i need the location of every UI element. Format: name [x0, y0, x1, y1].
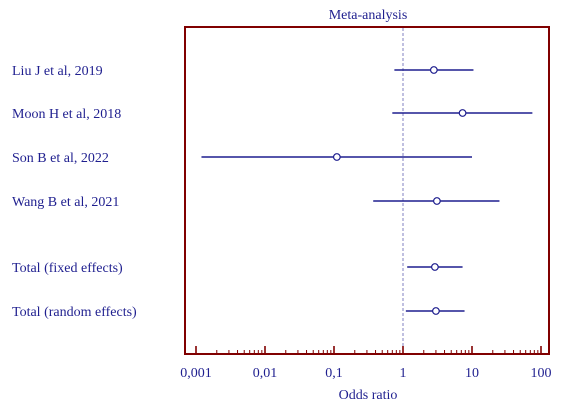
- chart-marks: Liu J et al, 2019 Moon H et al, 2018 Son B…: [12, 64, 533, 320]
- plot-frame: [184, 26, 550, 355]
- study-label: Son B et al, 2022: [12, 151, 109, 166]
- x-tick-label: 0,001: [180, 366, 212, 381]
- study-point: [433, 197, 441, 205]
- x-tick-label: 0,01: [253, 366, 278, 381]
- total-label: Total (random effects): [12, 305, 137, 320]
- total-point: [431, 263, 439, 271]
- study-label: Wang B et al, 2021: [12, 195, 119, 210]
- x-tick-label: 10: [465, 366, 479, 381]
- study-label: Moon H et al, 2018: [12, 107, 121, 122]
- study-point: [429, 66, 438, 74]
- x-tick-label: 0,1: [325, 366, 343, 381]
- x-axis: 0,001 0,01 0,1 1 10 100: [180, 346, 552, 381]
- total-point: [432, 307, 440, 315]
- study-point: [332, 153, 341, 161]
- chart-title: Meta-analysis: [329, 8, 408, 23]
- x-tick-label: 1: [400, 366, 407, 381]
- x-tick-label: 100: [531, 366, 552, 381]
- x-axis-label: Odds ratio: [339, 388, 398, 403]
- total-label: Total (fixed effects): [12, 261, 123, 276]
- study-label: Liu J et al, 2019: [12, 64, 103, 79]
- study-point: [458, 109, 467, 117]
